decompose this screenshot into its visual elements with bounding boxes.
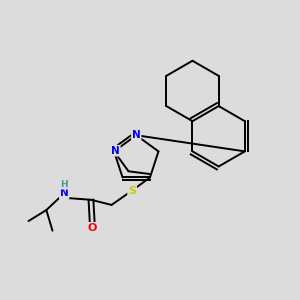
Text: S: S [128, 185, 136, 196]
Text: N: N [60, 188, 69, 198]
Text: N: N [111, 146, 120, 156]
Text: O: O [88, 223, 97, 233]
Text: H: H [60, 180, 68, 189]
Text: N: N [132, 130, 141, 140]
